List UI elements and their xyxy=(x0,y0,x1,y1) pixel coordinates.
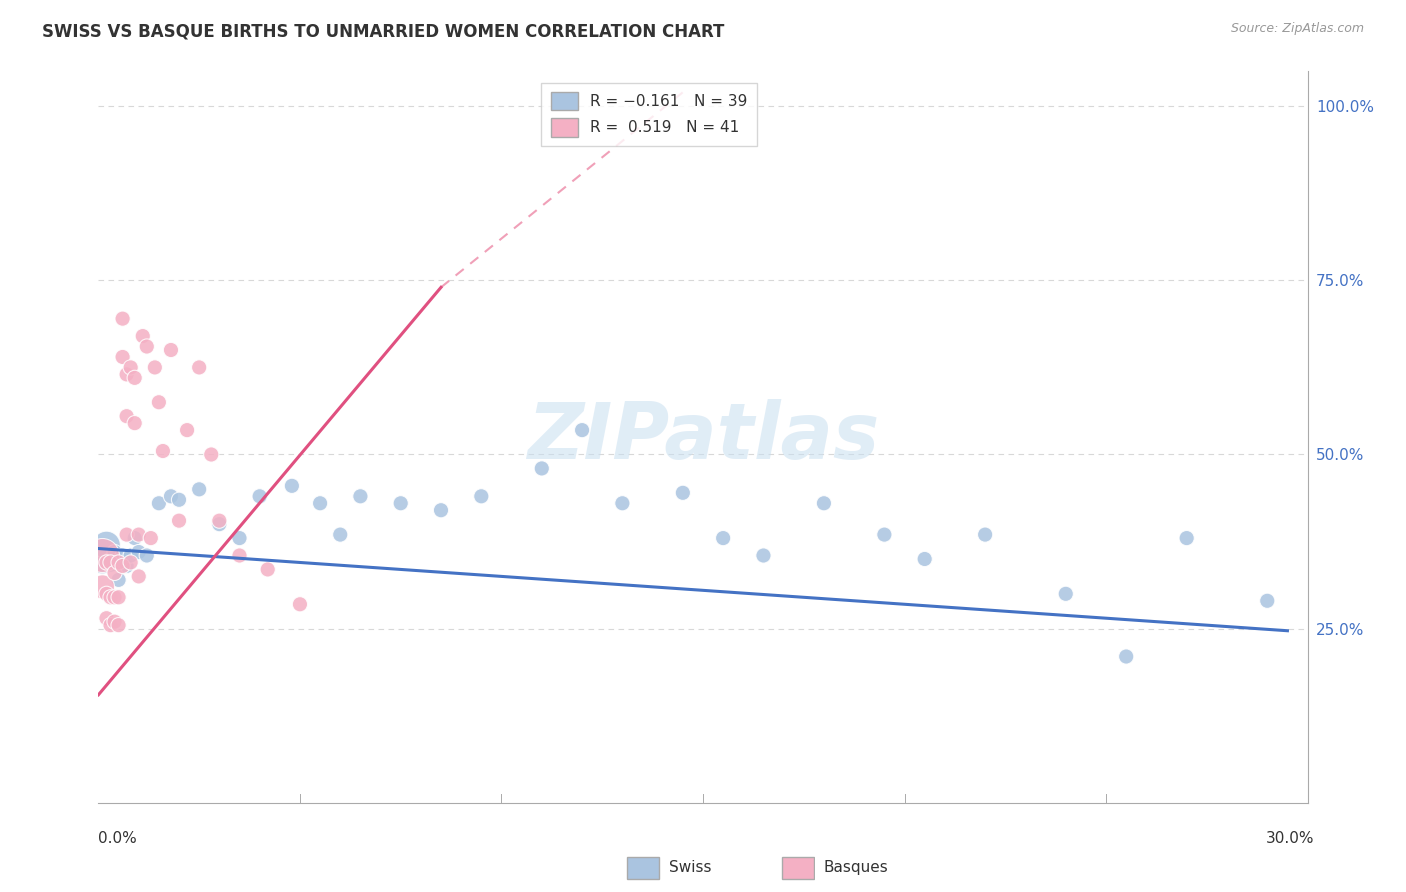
Point xyxy=(530,461,553,475)
Point xyxy=(873,527,896,541)
Point xyxy=(188,483,211,497)
Point xyxy=(752,549,775,563)
Point xyxy=(124,371,146,385)
Point xyxy=(91,580,114,594)
FancyBboxPatch shape xyxy=(782,857,814,879)
Point xyxy=(813,496,835,510)
Text: 0.0%: 0.0% xyxy=(98,831,138,846)
Point xyxy=(256,562,278,576)
Point xyxy=(100,556,122,570)
Point xyxy=(120,556,142,570)
Point xyxy=(96,538,118,552)
Point xyxy=(115,409,138,424)
Point xyxy=(228,531,250,545)
Point xyxy=(672,485,695,500)
Text: 30.0%: 30.0% xyxy=(1267,831,1315,846)
Point xyxy=(188,360,211,375)
Point xyxy=(107,591,129,605)
Text: Swiss: Swiss xyxy=(669,861,711,875)
Point xyxy=(139,531,162,545)
Point xyxy=(115,558,138,573)
Point xyxy=(107,556,129,570)
Point xyxy=(249,489,271,503)
Point xyxy=(96,556,118,570)
Point xyxy=(100,556,122,570)
Point xyxy=(914,552,936,566)
Point xyxy=(1175,531,1198,545)
Point xyxy=(349,489,371,503)
Point xyxy=(91,549,114,563)
Point xyxy=(148,496,170,510)
Point xyxy=(103,566,125,580)
Point xyxy=(167,514,190,528)
Point xyxy=(430,503,453,517)
Point xyxy=(143,360,166,375)
Point xyxy=(389,496,412,510)
Point xyxy=(288,597,311,611)
Point xyxy=(152,444,174,458)
Point xyxy=(612,496,634,510)
Point xyxy=(111,558,134,573)
Point xyxy=(96,611,118,625)
Point xyxy=(115,368,138,382)
Point xyxy=(200,448,222,462)
Text: Basques: Basques xyxy=(824,861,889,875)
Point xyxy=(208,517,231,532)
Point xyxy=(160,489,183,503)
Point xyxy=(132,329,155,343)
Point xyxy=(107,573,129,587)
Point xyxy=(128,527,150,541)
Point xyxy=(103,615,125,629)
Point xyxy=(111,350,134,364)
Point xyxy=(91,549,114,563)
Point xyxy=(120,360,142,375)
Point xyxy=(111,549,134,563)
Point xyxy=(124,531,146,545)
Point xyxy=(135,339,157,353)
Point xyxy=(103,545,125,559)
Point xyxy=(160,343,183,357)
Point xyxy=(228,549,250,563)
Point xyxy=(96,587,118,601)
Point xyxy=(128,569,150,583)
Point xyxy=(115,527,138,541)
Point xyxy=(711,531,734,545)
Point xyxy=(1256,594,1278,608)
Point xyxy=(120,549,142,563)
Point xyxy=(111,311,134,326)
Point xyxy=(208,514,231,528)
Text: SWISS VS BASQUE BIRTHS TO UNMARRIED WOMEN CORRELATION CHART: SWISS VS BASQUE BIRTHS TO UNMARRIED WOME… xyxy=(42,22,724,40)
Point xyxy=(107,618,129,632)
Point xyxy=(1115,649,1137,664)
Point xyxy=(176,423,198,437)
Point xyxy=(571,423,593,437)
Point xyxy=(974,527,997,541)
Legend: R = −0.161   N = 39, R =  0.519   N = 41: R = −0.161 N = 39, R = 0.519 N = 41 xyxy=(541,83,756,146)
FancyBboxPatch shape xyxy=(627,857,659,879)
Point xyxy=(329,527,352,541)
Point xyxy=(167,492,190,507)
Point xyxy=(309,496,332,510)
Point xyxy=(148,395,170,409)
Point xyxy=(124,416,146,430)
Point xyxy=(1054,587,1077,601)
Point xyxy=(128,545,150,559)
Point xyxy=(100,618,122,632)
Point xyxy=(135,549,157,563)
Text: Source: ZipAtlas.com: Source: ZipAtlas.com xyxy=(1230,22,1364,36)
Point xyxy=(103,591,125,605)
Point xyxy=(470,489,492,503)
Point xyxy=(281,479,304,493)
Point xyxy=(100,591,122,605)
Text: ZIPatlas: ZIPatlas xyxy=(527,399,879,475)
